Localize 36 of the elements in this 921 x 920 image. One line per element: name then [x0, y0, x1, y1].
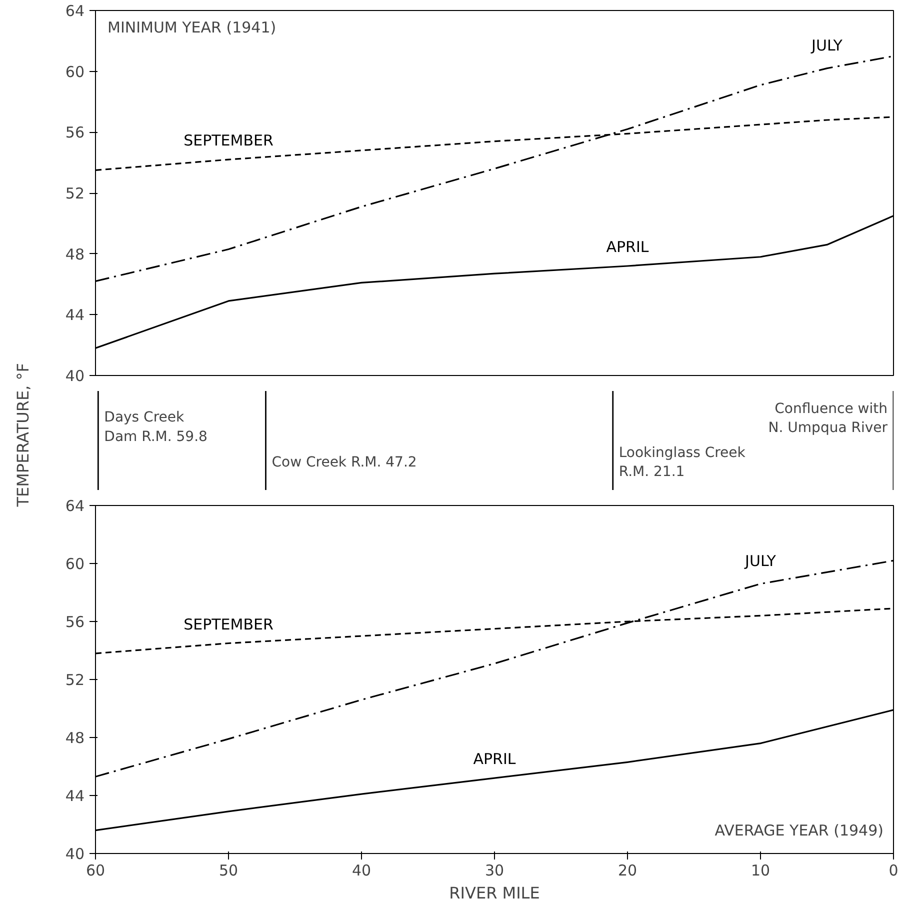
text: MINIMUM YEAR (1941) [108, 18, 276, 36]
y-tick-label: 48 [65, 729, 85, 747]
series-label: JULY [744, 552, 777, 570]
x-axis-title: RIVER MILE [449, 884, 540, 902]
x-tick-label: 40 [352, 862, 372, 880]
y-tick-label: 40 [65, 845, 85, 863]
ref-line-label: Lookinglass Creek R.M. 21.1 [618, 444, 746, 480]
x-tick-label: 20 [618, 862, 638, 880]
y-tick-label: 40 [65, 367, 85, 385]
x-tick-label: 50 [218, 862, 238, 880]
y-tick-label: 64 [65, 2, 85, 20]
ref-line-label: Confluence with N. Umpqua River [768, 400, 888, 436]
y-tick-label: 64 [65, 497, 85, 515]
series-label: SEPTEMBER [184, 615, 274, 634]
y-tick-label: 44 [65, 306, 85, 324]
y-tick-label: 52 [65, 671, 85, 689]
x-tick-label: 10 [750, 862, 770, 880]
ref-line-label: Cow Creek R.M. 47.2 [272, 454, 417, 470]
y-tick-label: 60 [65, 62, 85, 81]
y-tick-label: 56 [65, 124, 85, 142]
text: AVERAGE YEAR (1949) [714, 822, 884, 840]
x-tick-label: 0 [888, 862, 898, 880]
y-tick-label: 60 [65, 555, 85, 573]
y-tick-label: 52 [65, 184, 85, 202]
series-label: APRIL [473, 750, 516, 768]
line-series [96, 55, 894, 282]
y-tick-label: 48 [65, 245, 85, 264]
y-tick-label: 44 [65, 787, 85, 805]
series-label: APRIL [606, 238, 650, 256]
y-axis-title: TEMPERATURE, °F [14, 363, 32, 508]
series-label: JULY [810, 36, 844, 54]
x-tick-label: 60 [86, 862, 106, 880]
x-tick-label: 30 [484, 862, 504, 880]
ref-line-label: Days Creek Dam R.M. 59.8 [104, 410, 208, 445]
series-label: SEPTEMBER [184, 132, 274, 150]
y-tick-label: 56 [65, 613, 85, 631]
